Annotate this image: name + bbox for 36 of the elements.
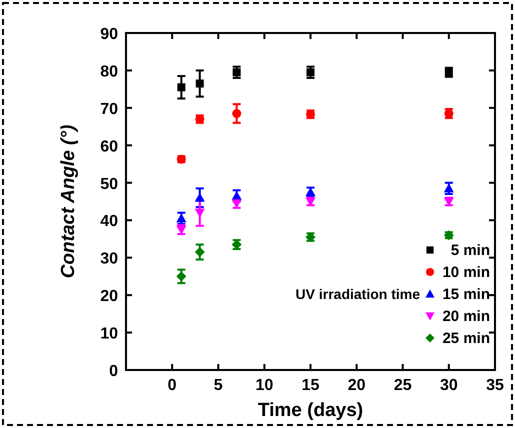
point	[444, 183, 454, 192]
point	[194, 208, 205, 218]
x-tick-label: 20	[348, 377, 366, 394]
x-tick-label: 0	[168, 377, 177, 394]
y-tick-label: 40	[100, 213, 118, 230]
point	[176, 213, 186, 222]
x-tick-label: 10	[255, 377, 274, 394]
x-axis-title: Time (days)	[258, 400, 364, 421]
legend-label: 20 min	[442, 308, 490, 325]
point	[306, 68, 314, 76]
y-tick-label: 30	[100, 250, 118, 268]
x-tick-label: 15	[302, 377, 320, 394]
y-tick-label: 90	[100, 26, 118, 43]
point	[232, 109, 242, 118]
point	[176, 271, 186, 282]
y-axis-title: Contact Angle (°)	[58, 124, 79, 278]
point	[177, 83, 186, 92]
point	[232, 68, 241, 76]
y-tick-label: 0	[109, 363, 118, 380]
x-tick-label: 35	[486, 377, 504, 394]
x-tick-label: 25	[394, 377, 412, 394]
y-tick-label: 70	[100, 100, 118, 118]
point	[196, 80, 204, 88]
y-tick-label: 10	[100, 326, 118, 343]
y-tick-label: 20	[100, 288, 118, 306]
legend-label: 25 min	[442, 330, 490, 347]
x-tick-label: 30	[440, 377, 458, 394]
legend-label: 5 min	[450, 242, 490, 259]
x-tick-label: 5	[214, 377, 223, 394]
y-tick-label: 80	[100, 63, 118, 80]
legend-label: 10 min	[442, 264, 490, 281]
y-tick-label: 60	[100, 138, 118, 156]
legend-title: UV irradiation time	[296, 286, 420, 302]
y-tick-label: 50	[100, 176, 118, 193]
point	[194, 247, 205, 258]
legend-label: 15 min	[442, 286, 490, 303]
